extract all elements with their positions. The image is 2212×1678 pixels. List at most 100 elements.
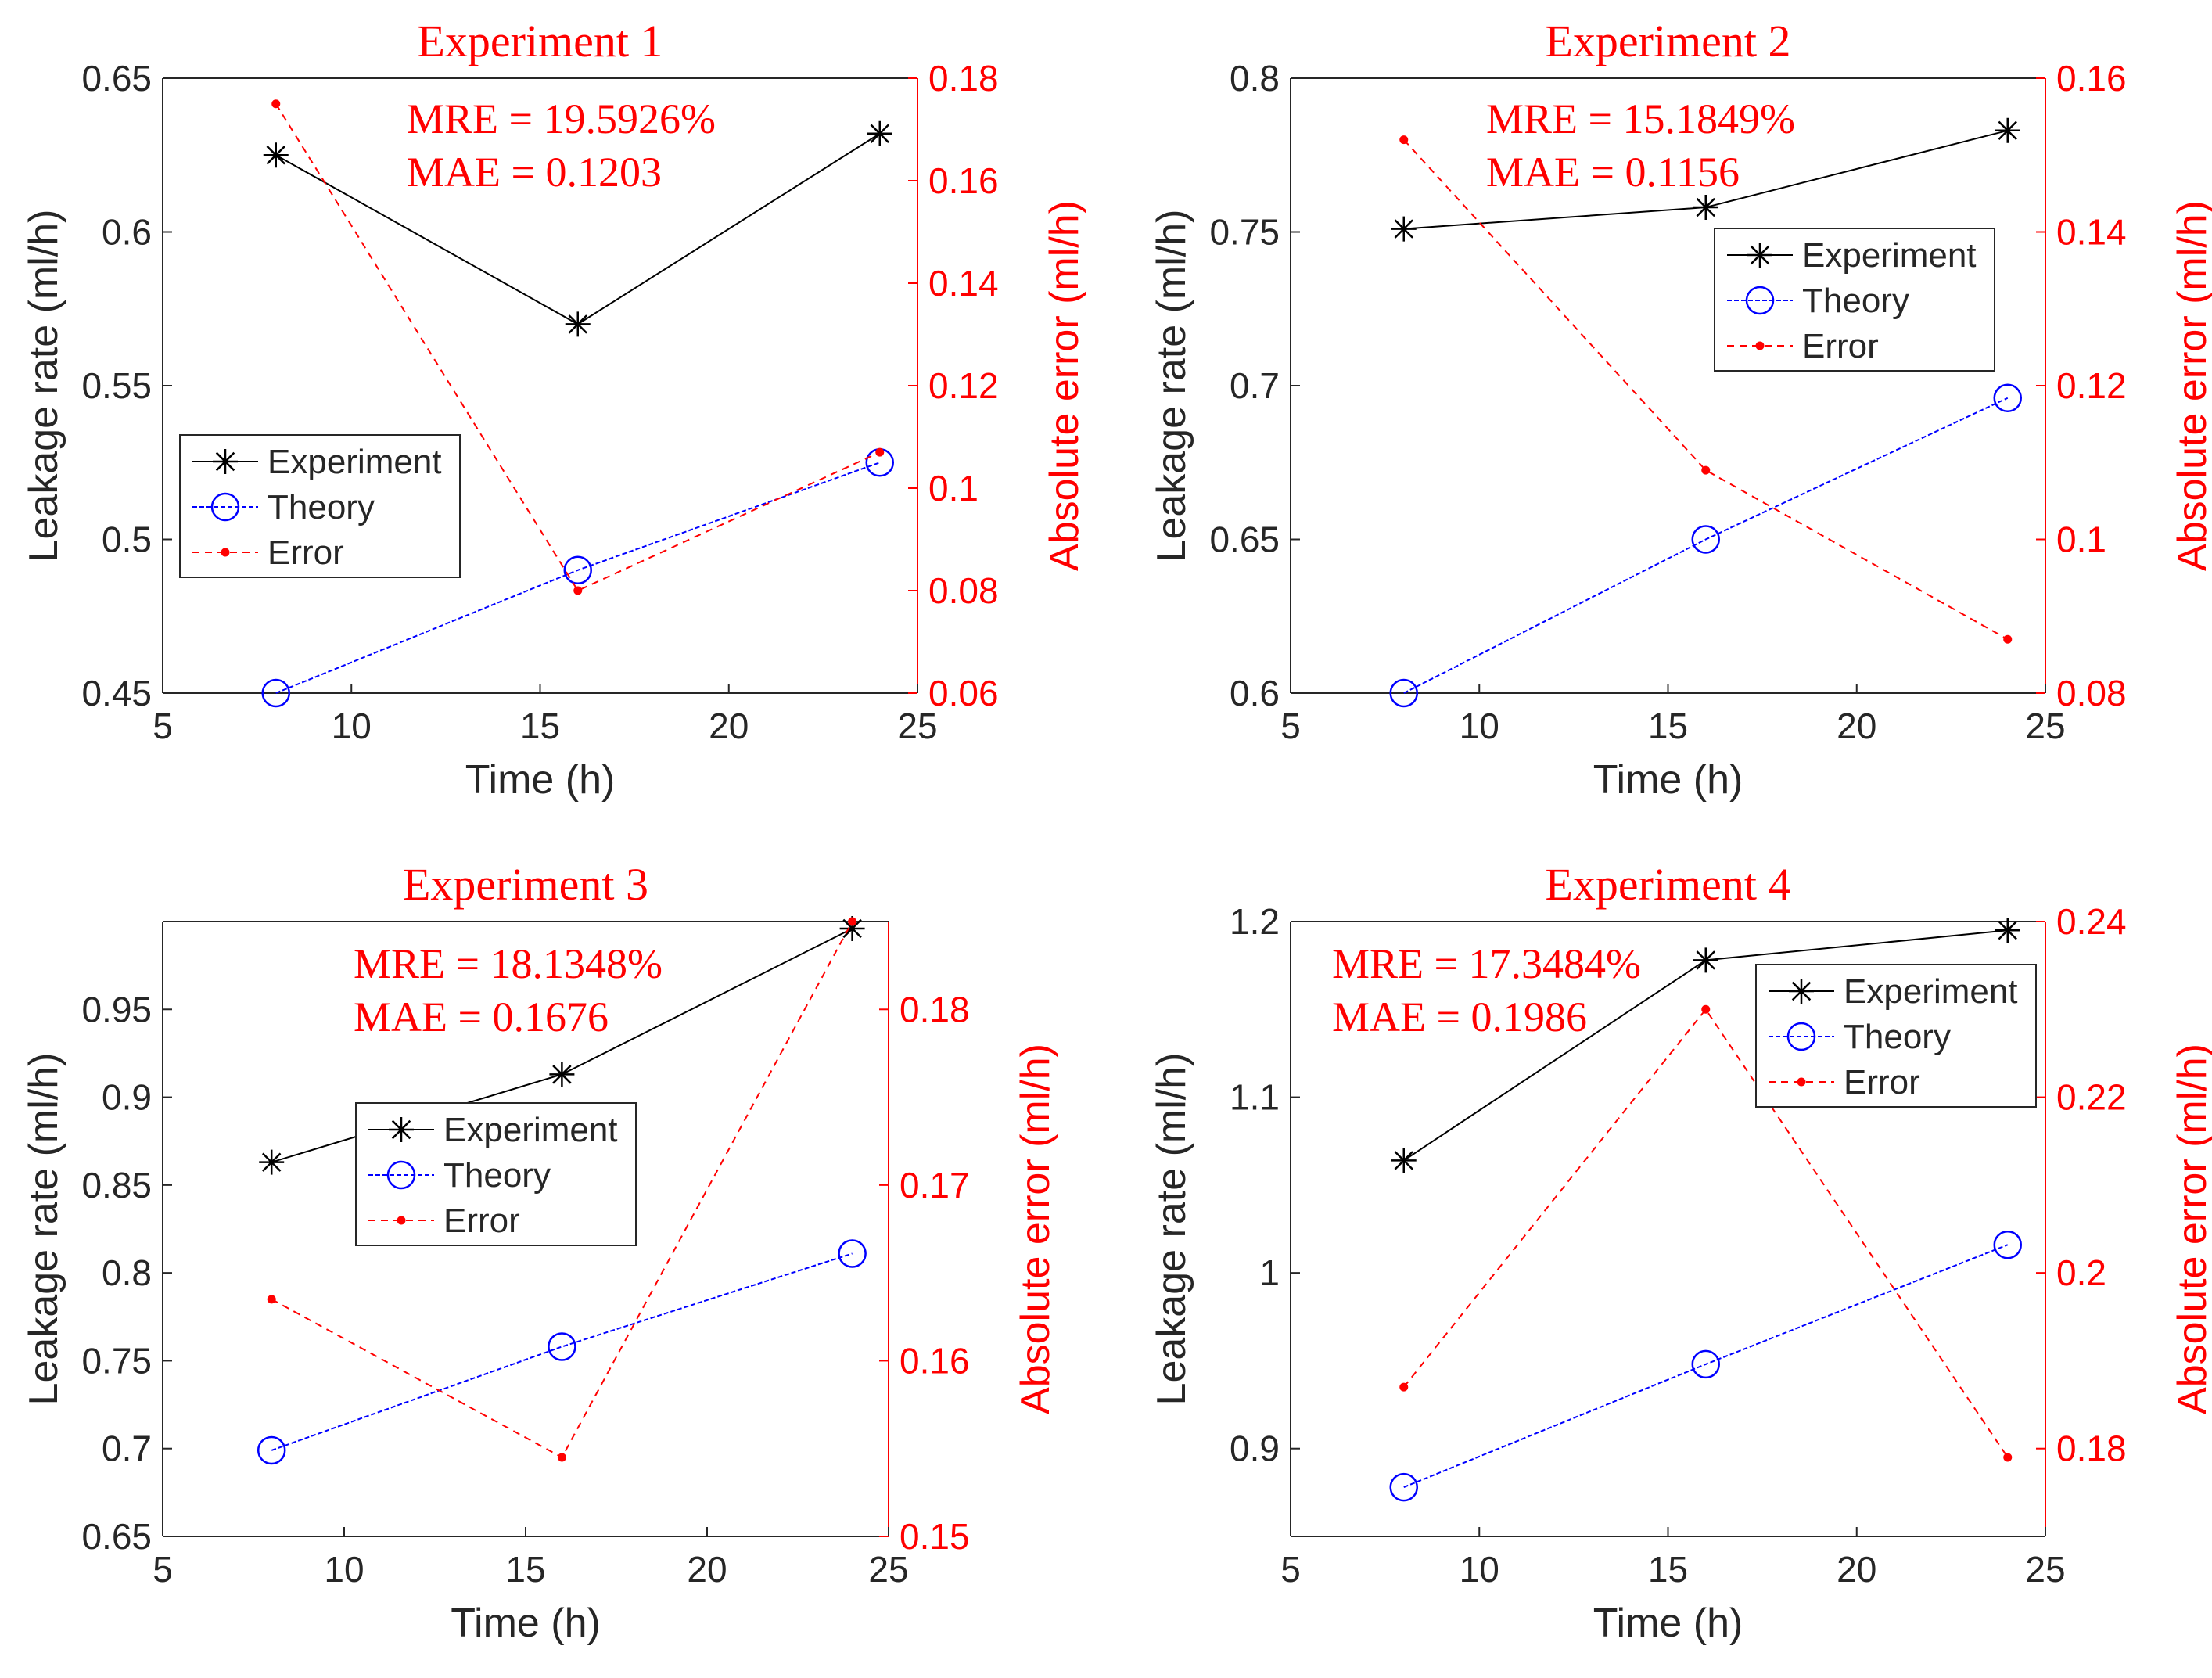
y2-tick-label: 0.16 <box>2056 58 2127 99</box>
experiment-point <box>263 142 289 168</box>
chart-panel-3: 5 10 15 20 25 0.65 0.7 0.75 0.8 0.85 0.9 0.95 0.15 0.… <box>21 859 1058 1646</box>
experiment-point <box>867 120 892 146</box>
mre-annotation: MRE = 15.1849% <box>1486 95 1795 142</box>
mre-annotation: MRE = 18.1348% <box>354 940 663 987</box>
x-tick-label: 25 <box>2025 706 2065 746</box>
mae-annotation: MAE = 0.1986 <box>1332 994 1587 1040</box>
experiment-point <box>1693 947 1718 973</box>
y2-tick-label: 0.1 <box>928 468 979 508</box>
series-line-theory <box>271 1252 853 1451</box>
chart-panel-1: 5 10 15 20 25 0.45 0.5 0.55 0.6 0.65 0.06 0.08 0.1 0.… <box>21 16 1087 803</box>
theory-point <box>1993 383 2022 412</box>
experiment-point <box>839 915 865 941</box>
error-point <box>875 447 885 457</box>
legend-label-experiment: Experiment <box>1844 972 2018 1011</box>
chart-panel-2: 5 10 15 20 25 0.6 0.65 0.7 0.75 0.8 0.08 0.1 0.12 0.1… <box>1149 16 2212 803</box>
y2-tick-label: 0.2 <box>2056 1252 2106 1293</box>
y2-axis-label: Absolute error (ml/h) <box>1013 1044 1058 1414</box>
legend-circle-marker <box>210 492 240 522</box>
x-tick-label: 15 <box>1648 706 1688 746</box>
error-point <box>271 99 281 109</box>
y-axis-label: Leakage rate (ml/h) <box>1149 1053 1194 1406</box>
y2-tick-label: 0.1 <box>2056 519 2106 560</box>
y-tick-label: 1 <box>1259 1252 1280 1293</box>
y-tick-label: 0.9 <box>1230 1428 1280 1469</box>
x-tick-label: 15 <box>1648 1549 1688 1590</box>
y-tick-label: 0.65 <box>81 58 152 99</box>
error-point <box>848 917 857 926</box>
mae-annotation: MAE = 0.1156 <box>1486 149 1740 196</box>
x-tick-label: 5 <box>153 1549 173 1590</box>
legend-label-theory: Theory <box>268 488 375 526</box>
y-tick-label: 0.9 <box>102 1077 152 1118</box>
x-tick-label: 20 <box>687 1549 727 1590</box>
theory-point <box>563 555 592 585</box>
y-tick-label: 0.75 <box>1209 212 1280 253</box>
y2-axis-label: Absolute error (ml/h) <box>2170 1044 2212 1414</box>
y-tick-label: 0.45 <box>81 673 152 713</box>
legend-star-marker <box>1789 979 1814 1004</box>
y2-tick-label: 0.15 <box>900 1516 970 1557</box>
y-axis-label: Leakage rate (ml/h) <box>21 210 66 562</box>
x-tick-label: 10 <box>1460 1549 1499 1590</box>
x-axis-label: Time (h) <box>1593 1601 1743 1646</box>
legend-label-theory: Theory <box>1802 282 1909 320</box>
y-tick-label: 0.65 <box>81 1516 152 1557</box>
chart-panel-4: 5 10 15 20 25 0.9 1 1.1 1.2 0.18 0.2 0.22 0.24 Time (… <box>1149 859 2212 1646</box>
y2-tick-label: 0.18 <box>900 989 970 1029</box>
experiment-point <box>259 1149 285 1175</box>
chart-title: Experiment 3 <box>403 859 648 910</box>
theory-point <box>1389 678 1418 708</box>
y2-tick-label: 0.06 <box>928 673 999 713</box>
legend-dot-marker <box>1797 1077 1806 1087</box>
legend-star-marker <box>213 449 238 474</box>
theory-point <box>548 1332 576 1361</box>
legend-label-experiment: Experiment <box>443 1111 618 1149</box>
experiment-point <box>1995 918 2020 943</box>
series-line-theory <box>1403 1244 2009 1489</box>
legend-label-theory: Theory <box>443 1156 551 1195</box>
series-line-error <box>1403 138 2009 641</box>
error-point <box>557 1453 566 1462</box>
y2-tick-label: 0.22 <box>2056 1077 2127 1118</box>
y2-tick-label: 0.17 <box>900 1165 970 1206</box>
error-point <box>1701 1004 1711 1014</box>
x-tick-label: 10 <box>324 1549 364 1590</box>
series-line-theory <box>1403 397 2009 694</box>
legend-dot-marker <box>397 1216 406 1225</box>
y2-tick-label: 0.18 <box>928 58 999 99</box>
theory-point <box>257 1435 286 1465</box>
error-point <box>2003 634 2013 644</box>
legend-circle-marker <box>1745 286 1775 315</box>
x-axis-label: Time (h) <box>465 757 616 803</box>
y2-tick-label: 0.08 <box>2056 673 2127 713</box>
x-tick-label: 5 <box>153 706 173 746</box>
legend-star-marker <box>389 1117 414 1142</box>
x-tick-label: 20 <box>1837 1549 1876 1590</box>
legend-box <box>1755 964 2037 1108</box>
legend-label-theory: Theory <box>1844 1018 1951 1056</box>
error-point <box>267 1295 276 1304</box>
experiment-point <box>1693 195 1718 221</box>
y2-tick-label: 0.16 <box>900 1340 970 1381</box>
y-tick-label: 0.8 <box>1230 58 1280 99</box>
y-axis-label: Leakage rate (ml/h) <box>1149 210 1194 562</box>
legend: Experiment Theory Error <box>179 434 461 578</box>
x-tick-label: 20 <box>1837 706 1876 746</box>
legend: Experiment Theory Error <box>1714 228 1995 372</box>
x-axis-label: Time (h) <box>1593 757 1743 803</box>
x-tick-label: 15 <box>520 706 560 746</box>
y2-tick-label: 0.12 <box>2056 365 2127 406</box>
legend-label-experiment: Experiment <box>1802 236 1977 275</box>
chart-title: Experiment 2 <box>1545 16 1790 66</box>
y2-tick-label: 0.16 <box>928 160 999 201</box>
theory-point <box>838 1239 867 1268</box>
legend-label-error: Error <box>443 1202 520 1240</box>
x-tick-label: 5 <box>1280 706 1301 746</box>
series-line-error <box>1402 1008 2009 1458</box>
y-tick-label: 0.6 <box>102 212 152 253</box>
x-tick-label: 10 <box>1460 706 1499 746</box>
y-tick-label: 0.75 <box>81 1340 152 1381</box>
x-tick-label: 25 <box>2025 1549 2065 1590</box>
